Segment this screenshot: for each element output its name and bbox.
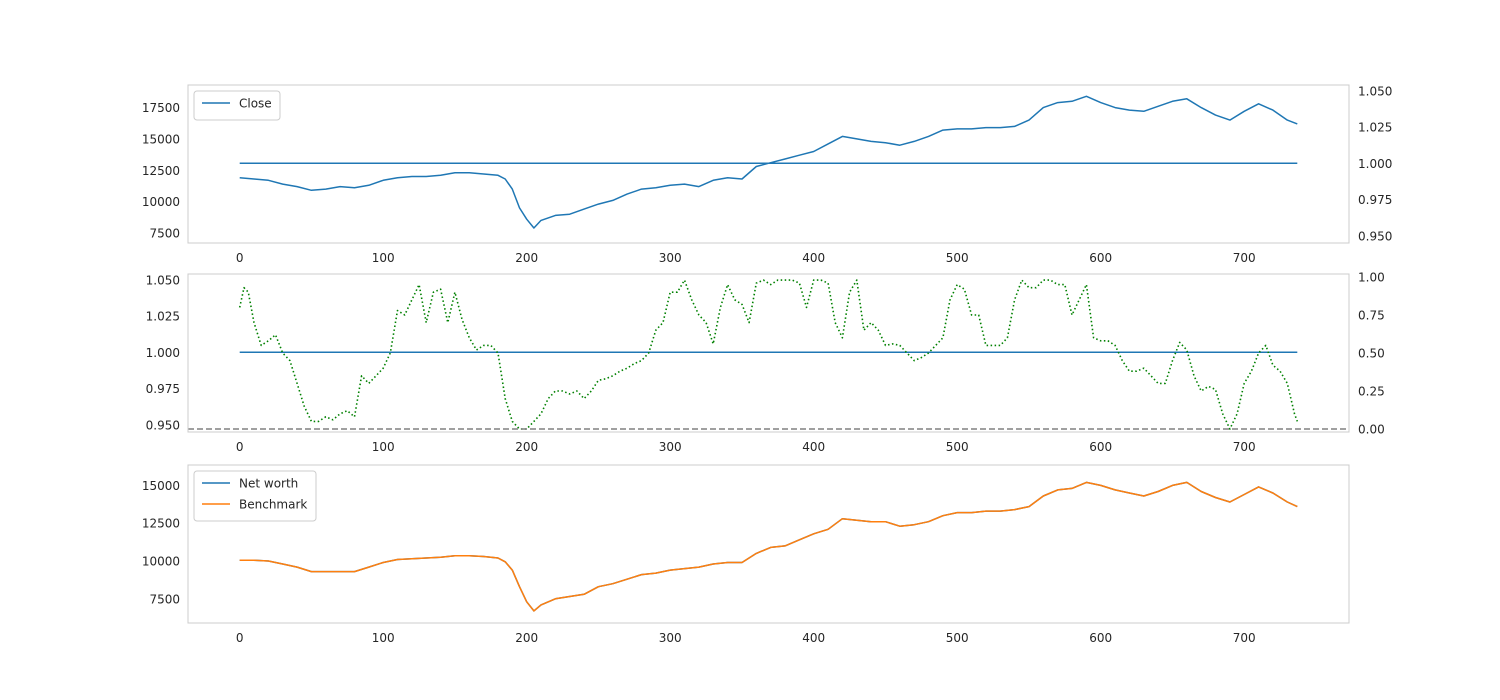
signal-x-tick-label: 100: [372, 440, 395, 454]
price-y-tick-label: 7500: [149, 226, 180, 240]
signal-y2-tick-label: 0.00: [1358, 422, 1385, 436]
net-worth-x-tick-label: 500: [946, 631, 969, 645]
price-y-tick-label: 10000: [142, 195, 180, 209]
price-panel: 0 100 200 300 400 500 600 700 7500 10000 12500 1500…: [142, 84, 1393, 265]
net-worth-x-tick-label: 300: [659, 631, 682, 645]
signal-axes-frame: [187, 273, 1350, 433]
net-worth-x-tick-label: 700: [1233, 631, 1256, 645]
price-axes-frame: [187, 84, 1350, 244]
signal-x-tick-label: 400: [802, 440, 825, 454]
signal-y-tick-label: 0.975: [146, 382, 180, 396]
net-worth-x-tick-label: 200: [515, 631, 538, 645]
signal-x-tick-label: 0: [236, 440, 244, 454]
signal-series-1-line: [238, 279, 1299, 430]
signal-y2-tick-label: 0.75: [1358, 309, 1385, 323]
close-line: [239, 95, 1298, 229]
net-worth-axes-frame: [187, 464, 1350, 624]
net-worth-y-tick-label: 12500: [142, 517, 180, 531]
signal-y-tick-label: 0.950: [146, 418, 180, 432]
signal-panel: 0 100 200 300 400 500 600 700 0.950 0.975 1.000 1.0…: [146, 271, 1385, 454]
price-y-tick-label: 17500: [142, 101, 180, 115]
price-x-tick-label: 700: [1233, 251, 1256, 265]
signal-y2-tick-label: 0.50: [1358, 347, 1385, 361]
net-worth-y-tick-label: 10000: [142, 555, 180, 569]
price-y-tick-label: 15000: [142, 132, 180, 146]
net-worth-x-tick-label: 600: [1089, 631, 1112, 645]
signal-x-tick-label: 200: [515, 440, 538, 454]
net-worth-line: [239, 481, 1298, 612]
price-y2-tick-label: 0.975: [1358, 193, 1392, 207]
signal-x-tick-label: 700: [1233, 440, 1256, 454]
signal-y-tick-label: 1.000: [146, 346, 180, 360]
price-x-tick-label: 200: [515, 251, 538, 265]
price-y2-tick-label: 0.950: [1358, 229, 1392, 243]
legend-label: Net worth: [239, 477, 298, 491]
price-y-tick-label: 12500: [142, 164, 180, 178]
signal-y2-tick-label: 0.25: [1358, 384, 1385, 398]
price-x-tick-label: 500: [946, 251, 969, 265]
signal-x-tick-label: 300: [659, 440, 682, 454]
net-worth-y-tick-label: 15000: [142, 479, 180, 493]
net-worth-x-tick-label: 100: [372, 631, 395, 645]
price-y2-tick-label: 1.000: [1358, 157, 1392, 171]
signal-plot-area: [188, 279, 1349, 430]
signal-y-tick-label: 1.050: [146, 273, 180, 287]
price-x-tick-label: 600: [1089, 251, 1112, 265]
net-worth-legend: Net worth Benchmark: [193, 470, 317, 522]
signal-x-tick-label: 600: [1089, 440, 1112, 454]
price-plot-area: [239, 95, 1298, 229]
net-worth-plot-area: [239, 481, 1298, 612]
net-worth-panel: 0 100 200 300 400 500 600 700 7500 10000 12500 1500…: [142, 464, 1350, 645]
price-x-tick-label: 300: [659, 251, 682, 265]
price-y2-tick-label: 1.050: [1358, 84, 1392, 98]
net-worth-y-tick-label: 7500: [149, 592, 180, 606]
net-worth-x-tick-label: 0: [236, 631, 244, 645]
net-worth-x-tick-label: 400: [802, 631, 825, 645]
signal-x-tick-label: 500: [946, 440, 969, 454]
price-x-tick-label: 0: [236, 251, 244, 265]
price-legend: Close: [193, 90, 281, 121]
price-x-tick-label: 100: [372, 251, 395, 265]
benchmark-line: [239, 481, 1298, 612]
price-x-tick-label: 400: [802, 251, 825, 265]
legend-label: Close: [239, 97, 272, 111]
legend-label: Benchmark: [239, 498, 307, 512]
signal-y-tick-label: 1.025: [146, 310, 180, 324]
price-y2-tick-label: 1.025: [1358, 121, 1392, 135]
signal-y2-tick-label: 1.00: [1358, 271, 1385, 285]
